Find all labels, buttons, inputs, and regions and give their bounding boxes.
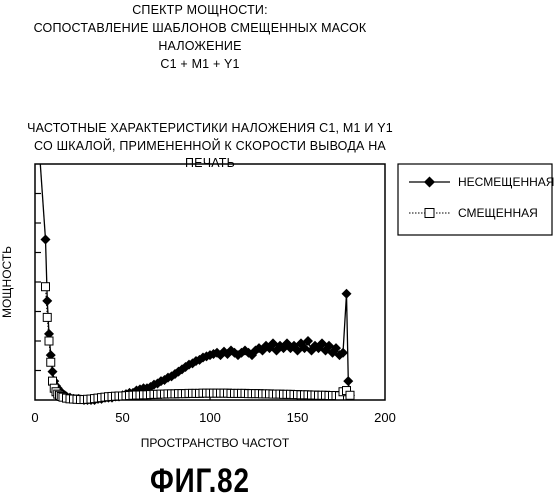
x-tick-label: 100 bbox=[199, 410, 221, 425]
series-line-lead bbox=[40, 164, 45, 240]
data-point bbox=[47, 358, 55, 366]
data-point bbox=[43, 313, 51, 321]
x-tick-label: 0 bbox=[31, 410, 38, 425]
data-point bbox=[41, 235, 51, 245]
legend-label-unshifted: НЕСМЕЩЕННАЯ bbox=[458, 175, 554, 189]
data-point bbox=[42, 296, 52, 306]
legend: НЕСМЕЩЕННАЯ СМЕЩЕННАЯ bbox=[398, 164, 554, 235]
series-line bbox=[46, 240, 351, 401]
data-point bbox=[346, 391, 354, 399]
data-point bbox=[343, 376, 353, 386]
data-point bbox=[342, 289, 352, 299]
series-unshifted bbox=[40, 164, 355, 405]
x-tick-label: 150 bbox=[287, 410, 309, 425]
data-point bbox=[45, 337, 53, 345]
plot-frame bbox=[35, 164, 385, 400]
data-point bbox=[48, 367, 58, 377]
y-axis-ticks bbox=[35, 194, 41, 371]
figure-label: ФИГ.82 bbox=[150, 462, 250, 501]
data-point bbox=[42, 283, 50, 291]
x-axis-title: ПРОСТРАНСТВО ЧАСТОТ bbox=[141, 436, 290, 450]
x-tick-label: 200 bbox=[374, 410, 396, 425]
y-axis-title: МОЩНОСТЬ bbox=[0, 246, 14, 318]
legend-marker-shifted bbox=[425, 209, 434, 218]
x-tick-label: 50 bbox=[115, 410, 129, 425]
legend-label-shifted: СМЕЩЕННАЯ bbox=[458, 206, 538, 220]
